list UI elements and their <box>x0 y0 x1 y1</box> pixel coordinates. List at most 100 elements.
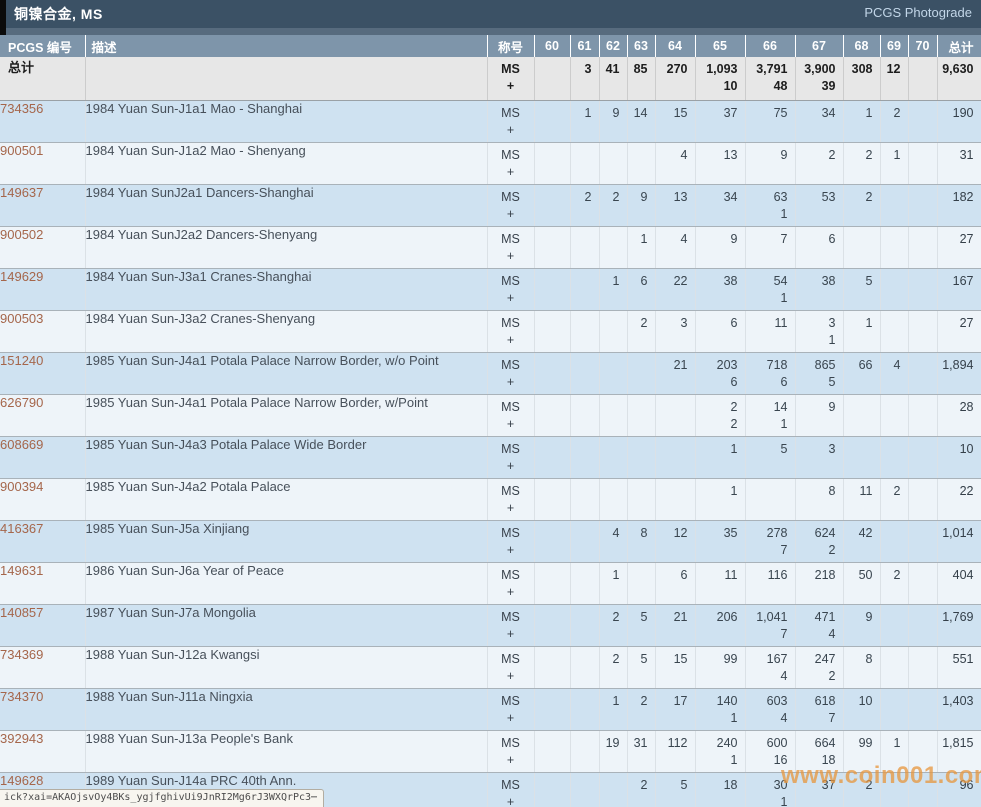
grade-cell-63: 8 <box>627 520 656 563</box>
pcgs-number-link[interactable]: 900394 <box>0 478 44 494</box>
grade-cell-63: 2 <box>627 772 656 807</box>
pcgs-number-cell: 608669 <box>0 436 86 479</box>
designation-cell: MS + <box>487 100 535 143</box>
grade-cell-68: 99 <box>843 730 881 773</box>
grade-cell-65: 9 <box>695 226 746 269</box>
grade-cell-69 <box>880 604 909 647</box>
grade-cell-62 <box>599 478 628 521</box>
grade-cell-69 <box>880 268 909 311</box>
pcgs-number-link[interactable]: 900503 <box>0 310 44 326</box>
grade-cell-62: 4 <box>599 520 628 563</box>
grade-cell-60 <box>534 478 571 521</box>
grade-cell-64 <box>655 394 696 437</box>
grade-cell-60 <box>534 268 571 311</box>
grade-cell-70 <box>908 226 938 269</box>
grade-cell-61 <box>570 688 600 731</box>
pcgs-number-link[interactable]: 734356 <box>0 100 44 116</box>
pcgs-number-cell: 392943 <box>0 730 86 773</box>
grade-cell-62: 9 <box>599 100 628 143</box>
grade-cell-60 <box>534 352 571 395</box>
table-row: 149631 1986 Yuan Sun-J6a Year of Peace MS +… <box>0 562 981 605</box>
row-total-cell: 1,815 <box>937 730 981 773</box>
pcgs-number-link[interactable]: 140857 <box>0 604 44 620</box>
grade-cell-68 <box>843 226 881 269</box>
grade-cell-65: 38 <box>695 268 746 311</box>
grade-cell-68: 5 <box>843 268 881 311</box>
designation-cell: MS + <box>487 604 535 647</box>
grade-column-header-62: 62 <box>599 35 628 57</box>
grade-cell-68: 1 <box>843 100 881 143</box>
grade-cell-68: 50 <box>843 562 881 605</box>
table-row: 416367 1985 Yuan Sun-J5a Xinjiang MS + 4 8 12 3… <box>0 520 981 563</box>
pcgs-number-link[interactable]: 734369 <box>0 646 44 662</box>
pcgs-number-cell: 900394 <box>0 478 86 521</box>
table-row: 149637 1984 Yuan SunJ2a1 Dancers-Shanghai… <box>0 184 981 227</box>
grade-cell-65: 11 <box>695 562 746 605</box>
designation-cell: MS + <box>487 688 535 731</box>
pcgs-number-link[interactable]: 416367 <box>0 520 44 536</box>
grade-cell-63: 2 <box>627 688 656 731</box>
grade-cell-65: 1,093 10 <box>695 57 746 101</box>
grade-cell-65: 203 6 <box>695 352 746 395</box>
pcgs-number-link[interactable]: 149628 <box>0 772 44 788</box>
table-row: 900394 1985 Yuan Sun-J4a2 Potala Palace MS… <box>0 478 981 521</box>
grade-cell-64: 21 <box>655 604 696 647</box>
pcgs-photograde-link[interactable]: PCGS Photograde <box>864 5 972 20</box>
grade-column-header-64: 64 <box>655 35 696 57</box>
grade-cell-65: 37 <box>695 100 746 143</box>
row-total-cell: 182 <box>937 184 981 227</box>
grade-cell-64: 13 <box>655 184 696 227</box>
grade-cell-67: 624 2 <box>795 520 844 563</box>
row-total-cell: 167 <box>937 268 981 311</box>
designation-cell: MS + <box>487 478 535 521</box>
grade-cell-70 <box>908 478 938 521</box>
grade-cell-62 <box>599 226 628 269</box>
grade-cell-63: 9 <box>627 184 656 227</box>
designation-cell: MS + <box>487 436 535 479</box>
pcgs-number-link[interactable]: 626790 <box>0 394 44 410</box>
grade-column-header-63: 63 <box>627 35 656 57</box>
pcgs-number-link[interactable]: 149631 <box>0 562 44 578</box>
grade-cell-68: 2 <box>843 184 881 227</box>
grade-cell-63: 5 <box>627 604 656 647</box>
pcgs-number-cell: 900501 <box>0 142 86 185</box>
coin-description: 1984 Yuan Sun-J1a1 Mao - Shanghai <box>85 100 488 143</box>
pcgs-number-link[interactable]: 392943 <box>0 730 44 746</box>
grade-cell-62: 1 <box>599 562 628 605</box>
grade-cell-64 <box>655 478 696 521</box>
pcgs-number-link[interactable]: 900502 <box>0 226 44 242</box>
pcgs-number-link[interactable]: 734370 <box>0 688 44 704</box>
grade-cell-70 <box>908 142 938 185</box>
grade-cell-68: 2 <box>843 142 881 185</box>
grade-cell-61: 1 <box>570 100 600 143</box>
pcgs-number-cell: 734370 <box>0 688 86 731</box>
grade-cell-61 <box>570 562 600 605</box>
grade-cell-67: 218 <box>795 562 844 605</box>
description-column-header: 描述 <box>85 35 488 57</box>
designation-column-header: 称号 <box>487 35 535 57</box>
pcgs-number-link[interactable]: 900501 <box>0 142 44 158</box>
pcgs-number-link[interactable]: 149629 <box>0 268 44 284</box>
table-row: 734356 1984 Yuan Sun-J1a1 Mao - Shanghai M… <box>0 100 981 143</box>
pcgs-number-cell: 140857 <box>0 604 86 647</box>
grade-cell-65: 1 <box>695 478 746 521</box>
grade-column-header-66: 66 <box>745 35 796 57</box>
grade-cell-70 <box>908 520 938 563</box>
grade-cell-61 <box>570 478 600 521</box>
totals-row: 总计 MS + 3 41 85 270 1,093 10 3,791 48 3,900 39 308 12 9… <box>0 57 981 101</box>
grade-cell-67: 37 <box>795 772 844 807</box>
window-edge <box>0 0 6 35</box>
pcgs-number-link[interactable]: 151240 <box>0 352 44 368</box>
grade-cell-64: 22 <box>655 268 696 311</box>
browser-status-bar: ick?xai=AKAOjsvOy4BKs_ygjfghivUi9JnRI2Mg… <box>0 789 325 807</box>
designation-cell: MS + <box>487 57 535 101</box>
grade-cell-66: 603 4 <box>745 688 796 731</box>
grade-cell-60 <box>534 562 571 605</box>
grade-cell-63: 2 <box>627 310 656 353</box>
grade-cell-67: 865 5 <box>795 352 844 395</box>
designation-cell: MS + <box>487 730 535 773</box>
coin-description: 1984 Yuan Sun-J3a2 Cranes-Shenyang <box>85 310 488 353</box>
pcgs-number-link[interactable]: 149637 <box>0 184 44 200</box>
pcgs-number-link[interactable]: 608669 <box>0 436 44 452</box>
